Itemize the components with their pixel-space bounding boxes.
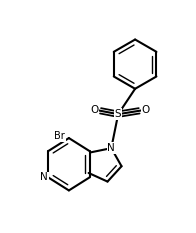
- Text: Br: Br: [54, 131, 65, 141]
- Text: N: N: [107, 143, 115, 153]
- Text: O: O: [142, 105, 150, 115]
- Text: S: S: [115, 109, 122, 119]
- Text: N: N: [40, 172, 48, 182]
- Text: O: O: [90, 105, 98, 115]
